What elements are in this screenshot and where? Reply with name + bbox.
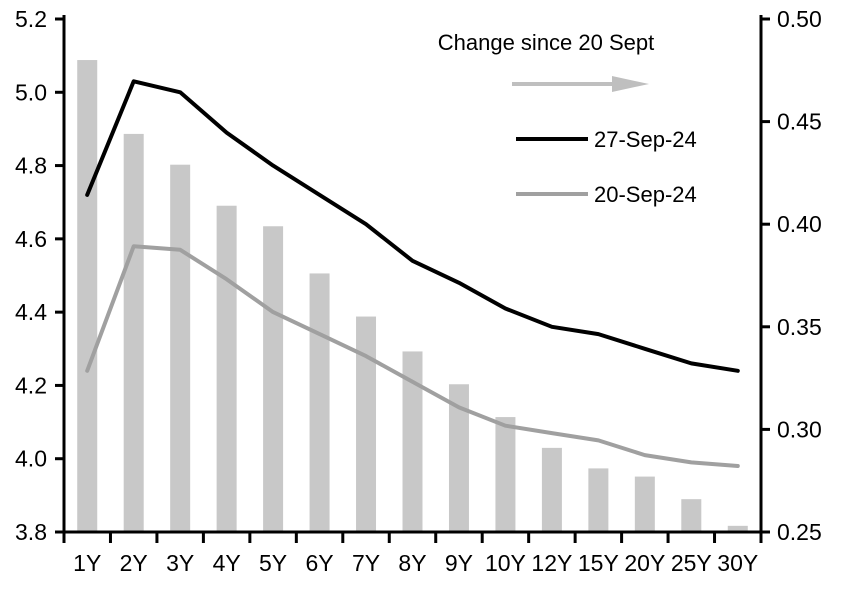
x-tick-label-1Y: 1Y xyxy=(73,550,101,576)
left-tick-label: 4.0 xyxy=(15,446,47,472)
left-tick-label: 4.8 xyxy=(15,153,47,179)
bar-10Y xyxy=(495,417,516,532)
x-tick-label-3Y: 3Y xyxy=(166,550,194,576)
right-tick-label: 0.40 xyxy=(777,211,822,237)
bar-25Y xyxy=(681,499,702,532)
bar-20Y xyxy=(634,476,655,532)
legend-label-27-sep: 27-Sep-24 xyxy=(594,127,697,152)
left-axis-labels: 5.2 5.0 4.8 4.6 4.4 4.2 4.0 3.8 xyxy=(15,6,47,545)
x-tick-label-8Y: 8Y xyxy=(398,550,426,576)
right-tick-label: 0.45 xyxy=(777,109,822,135)
change-arrow-head-icon xyxy=(612,76,649,92)
bar-30Y xyxy=(727,525,748,532)
right-tick-label: 0.30 xyxy=(777,416,822,442)
left-tick-label: 5.2 xyxy=(15,6,47,32)
bars-group xyxy=(77,60,748,533)
x-tick-label-25Y: 25Y xyxy=(671,550,712,576)
right-axis-labels: 0.50 0.45 0.40 0.35 0.30 0.25 xyxy=(777,6,822,545)
line-20-sep-group xyxy=(85,244,740,468)
x-axis-labels: 1Y 2Y 3Y 4Y 5Y 6Y 7Y 8Y 9Y 10Y 12Y 15Y 20Y 25Y 30Y xyxy=(73,550,758,576)
line-27-sep-group xyxy=(85,79,740,373)
x-tick-label-15Y: 15Y xyxy=(578,550,619,576)
bar-15Y xyxy=(588,468,609,532)
x-tick-label-7Y: 7Y xyxy=(352,550,380,576)
x-tick-label-10Y: 10Y xyxy=(485,550,526,576)
x-tick-label-30Y: 30Y xyxy=(717,550,758,576)
x-tick-label-9Y: 9Y xyxy=(445,550,473,576)
x-tick-label-20Y: 20Y xyxy=(624,550,665,576)
bar-3Y xyxy=(170,164,191,532)
bar-2Y xyxy=(123,133,144,533)
line-20-sep-24 xyxy=(85,244,740,468)
bar-5Y xyxy=(263,226,284,532)
bar-7Y xyxy=(356,316,377,532)
bar-12Y xyxy=(541,447,562,532)
right-tick-label: 0.35 xyxy=(777,314,822,340)
left-tick-label: 3.8 xyxy=(15,519,47,545)
left-tick-label: 4.2 xyxy=(15,372,47,398)
x-tick-label-12Y: 12Y xyxy=(531,550,572,576)
line-27-sep-24 xyxy=(85,79,740,373)
legend: Change since 20 Sept 27-Sep-24 20-Sep-24 xyxy=(438,30,697,207)
axes-group xyxy=(55,15,770,543)
bar-8Y xyxy=(402,351,423,532)
bar-1Y xyxy=(77,60,98,532)
right-tick-label: 0.50 xyxy=(777,6,822,32)
legend-title: Change since 20 Sept xyxy=(438,30,655,55)
legend-label-20-sep: 20-Sep-24 xyxy=(594,182,697,207)
bar-9Y xyxy=(448,384,469,532)
left-tick-label: 4.4 xyxy=(15,299,47,325)
x-tick-label-6Y: 6Y xyxy=(305,550,333,576)
left-tick-label: 4.6 xyxy=(15,226,47,252)
x-tick-label-2Y: 2Y xyxy=(120,550,148,576)
x-tick-label-4Y: 4Y xyxy=(213,550,241,576)
right-tick-label: 0.25 xyxy=(777,519,822,545)
bar-6Y xyxy=(309,273,330,532)
x-tick-label-5Y: 5Y xyxy=(259,550,287,576)
left-tick-label: 5.0 xyxy=(15,79,47,105)
bar-4Y xyxy=(216,205,237,532)
